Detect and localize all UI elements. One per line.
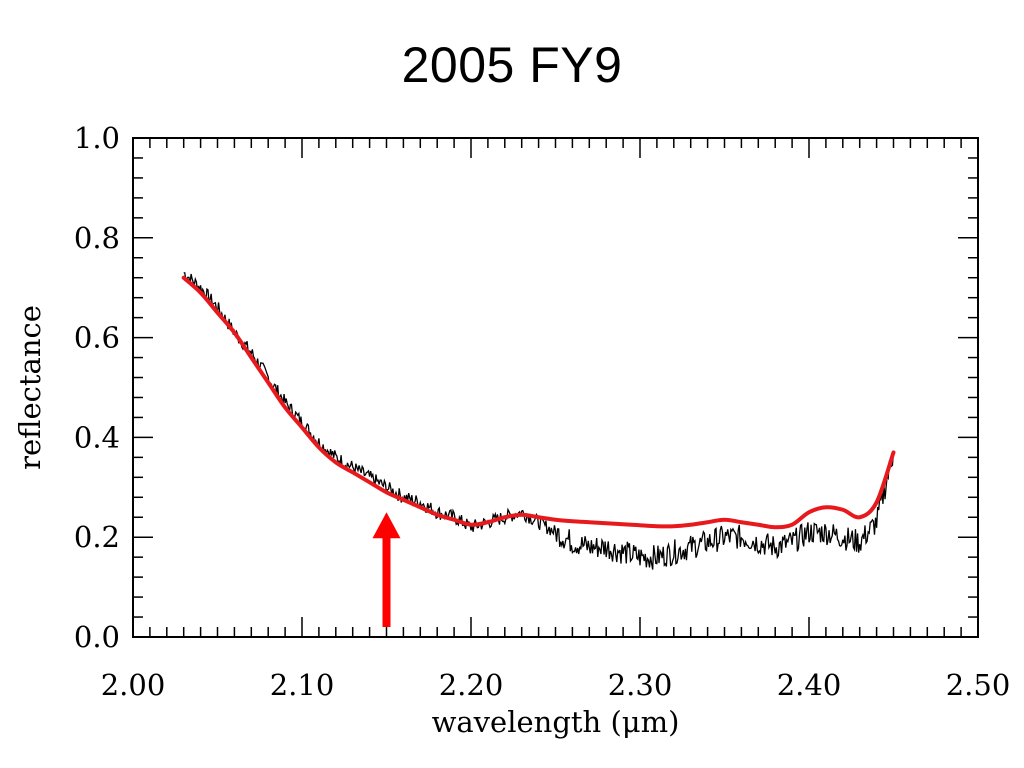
y-axis-label: reflectance [13,305,47,470]
model-fit-line [181,275,896,530]
x-tick-label: 2.40 [777,668,842,702]
x-tick-label: 2.00 [101,668,166,702]
x-tick-label: 2.10 [270,668,335,702]
y-tick-label: 0.0 [74,620,120,654]
plot-frame-group [132,137,979,638]
tick-labels-group: 2.00 2.10 2.20 2.30 2.40 2.50 0.0 0.2 0.4 0.6 0.8 1… [74,121,1010,702]
y-tick-label: 0.2 [74,520,120,554]
y-tick-label: 0.8 [74,221,120,255]
x-axis-label: wavelength (μm) [432,705,680,739]
series-group [181,272,896,570]
y-tick-label: 1.0 [74,121,120,155]
chart-title: 2005 FY9 [401,37,623,93]
y-tick-label: 0.4 [74,420,120,454]
annotation-group [372,512,401,628]
y-tick-label: 0.6 [74,321,120,355]
x-tick-label: 2.20 [439,668,504,702]
x-tick-label: 2.30 [608,668,673,702]
tick-marks-group [132,137,979,638]
plot-frame [132,137,979,638]
x-tick-label: 2.50 [946,668,1011,702]
arrow-head [372,512,401,539]
